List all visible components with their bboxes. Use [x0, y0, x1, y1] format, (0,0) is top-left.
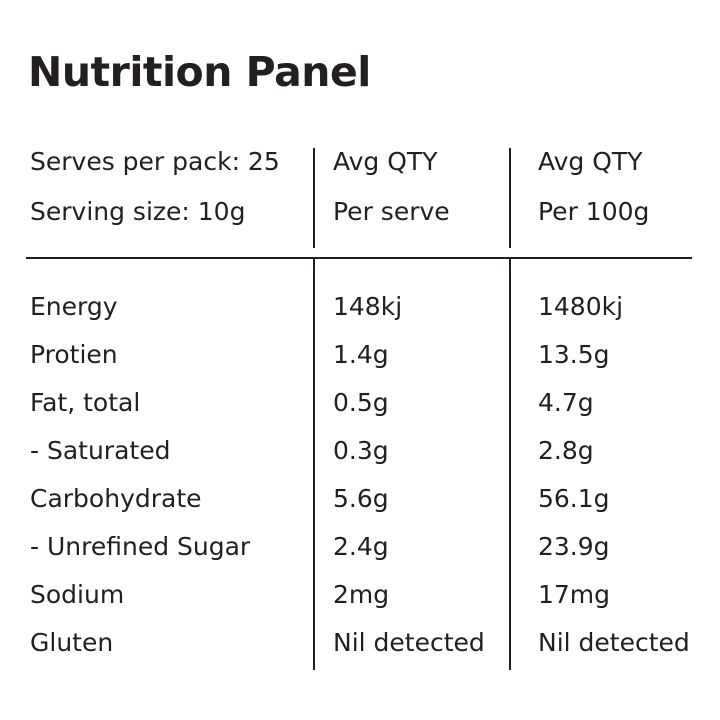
per-serve-value: 148kj [333, 292, 403, 321]
per-serve-value: 0.3g [333, 436, 389, 465]
per-serve-value: 0.5g [333, 388, 389, 417]
nutrient-name: Energy [30, 292, 118, 321]
nutrient-name: Carbohydrate [30, 484, 202, 513]
per-serve-value: 2.4g [333, 532, 389, 561]
per-100g-value: 2.8g [538, 436, 594, 465]
header-divider-right [509, 148, 511, 248]
serves-per-pack-label: Serves per pack: 25 [30, 147, 280, 176]
nutrient-name: Fat, total [30, 388, 141, 417]
per-100g-header-line2: Per 100g [538, 197, 650, 226]
nutrient-name: - Unrefined Sugar [30, 532, 251, 561]
nutrient-name: Protien [30, 340, 118, 369]
per-100g-value: 23.9g [538, 532, 610, 561]
header-rule [26, 257, 692, 259]
per-serve-value: 1.4g [333, 340, 389, 369]
per-serve-header-line2: Per serve [333, 197, 450, 226]
header-divider-left [313, 148, 315, 248]
per-100g-value: Nil detected [538, 628, 690, 657]
per-serve-value: 5.6g [333, 484, 389, 513]
nutrient-name: - Saturated [30, 436, 171, 465]
page-title: Nutrition Panel [28, 48, 371, 96]
per-100g-value: 1480kj [538, 292, 624, 321]
per-100g-value: 13.5g [538, 340, 610, 369]
per-serve-header-line1: Avg QTY [333, 147, 438, 176]
per-100g-value: 17mg [538, 580, 611, 609]
nutrient-name: Gluten [30, 628, 114, 657]
nutrient-name: Sodium [30, 580, 125, 609]
per-serve-value: 2mg [333, 580, 390, 609]
serving-size-label: Serving size: 10g [30, 197, 246, 226]
body-divider-right [509, 258, 511, 670]
per-serve-value: Nil detected [333, 628, 485, 657]
per-100g-value: 4.7g [538, 388, 594, 417]
per-100g-header-line1: Avg QTY [538, 147, 643, 176]
per-100g-value: 56.1g [538, 484, 610, 513]
body-divider-left [313, 258, 315, 670]
